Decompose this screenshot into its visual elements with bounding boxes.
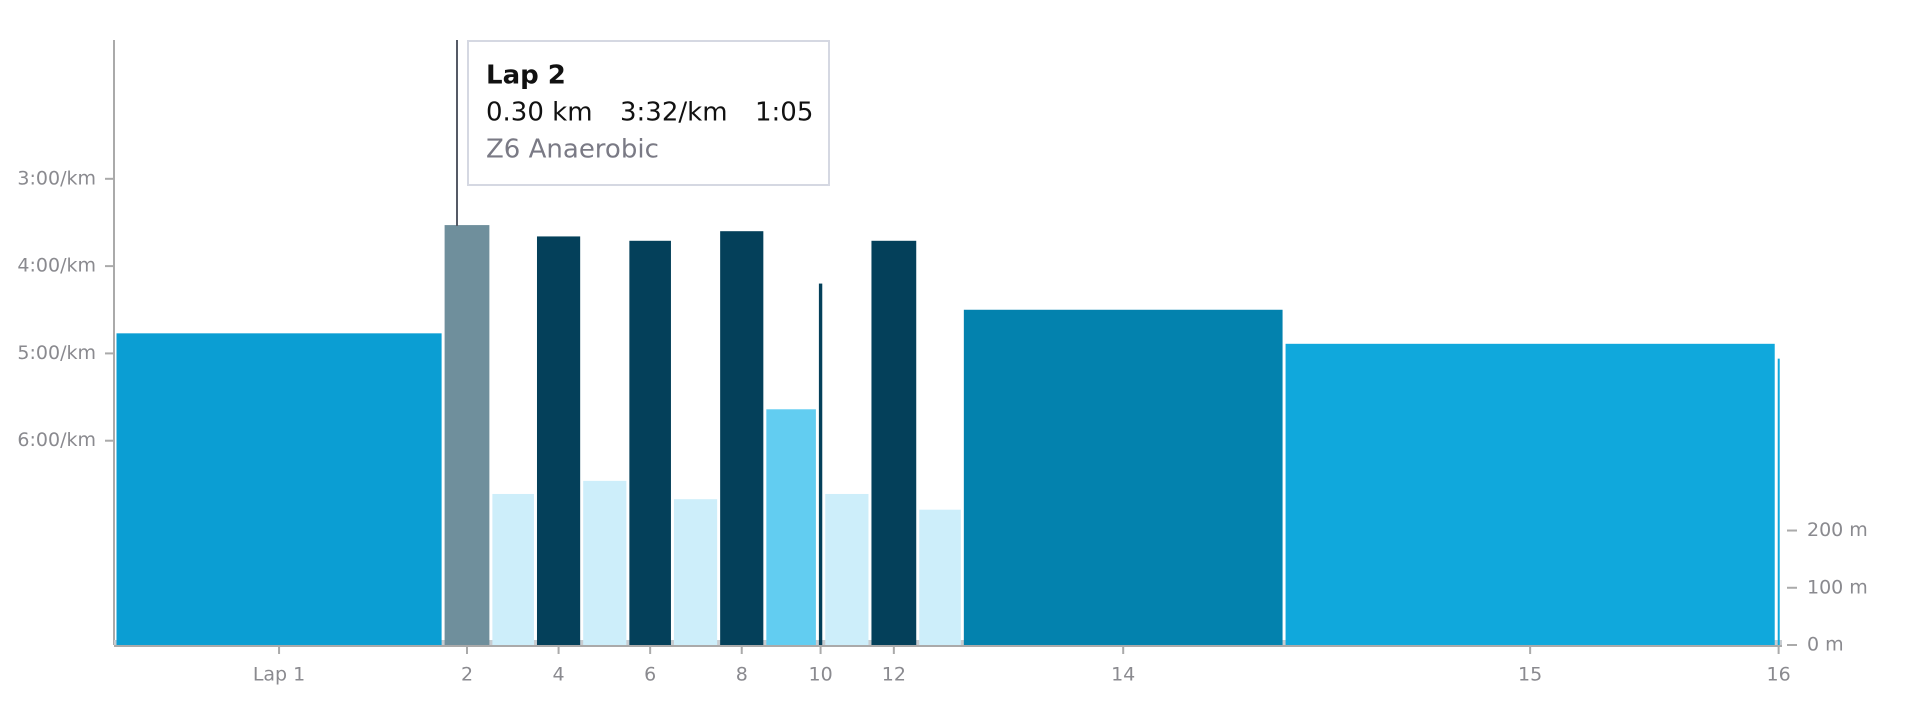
x-tick-label: 4 — [553, 664, 565, 686]
lap-bar — [629, 240, 671, 646]
lap-bar — [536, 236, 581, 645]
lap-bar — [492, 493, 534, 645]
tooltip-distance: 0.30 km — [486, 98, 593, 128]
x-tick-label: 14 — [1111, 664, 1135, 686]
lap-bar — [1777, 358, 1780, 645]
y-tick-label: 5:00/km — [17, 342, 96, 364]
x-tick-label: 16 — [1767, 664, 1791, 686]
tooltip-title: Lap 2 — [486, 61, 566, 91]
y-tick-label: 4:00/km — [17, 255, 96, 277]
y-tick-label: 3:00/km — [17, 167, 96, 189]
lap-bar — [1285, 343, 1775, 645]
x-tick-label: 10 — [808, 664, 832, 686]
tooltip-time: 1:05 — [755, 98, 813, 128]
y2-tick-label: 200 m — [1807, 519, 1868, 541]
tooltip-zone: Z6 Anaerobic — [486, 135, 659, 165]
lap-bar — [720, 231, 764, 645]
x-tick-label: 12 — [882, 664, 906, 686]
bars — [116, 225, 1780, 646]
y2-tick-label: 0 m — [1807, 634, 1844, 656]
lap-bar — [444, 225, 490, 646]
lap-bar — [818, 283, 823, 645]
tooltip-pace: 3:32/km — [620, 98, 728, 128]
lap-bar — [919, 509, 961, 645]
lap-bar — [673, 499, 718, 645]
y2-tick-label: 100 m — [1807, 576, 1868, 598]
lap-bar — [766, 409, 816, 645]
tooltip — [467, 40, 830, 186]
lap-bar — [116, 333, 442, 645]
x-tick-label: 6 — [644, 664, 656, 686]
x-tick-label: 15 — [1518, 664, 1542, 686]
lap-bar — [963, 309, 1283, 645]
x-tick-label: Lap 1 — [253, 664, 305, 686]
y-tick-label: 6:00/km — [17, 429, 96, 451]
x-tick-label: 8 — [736, 664, 748, 686]
lap-bar — [583, 480, 627, 645]
lap-bar — [871, 240, 917, 646]
x-tick-label: 2 — [461, 664, 473, 686]
lap-bar — [825, 493, 869, 645]
